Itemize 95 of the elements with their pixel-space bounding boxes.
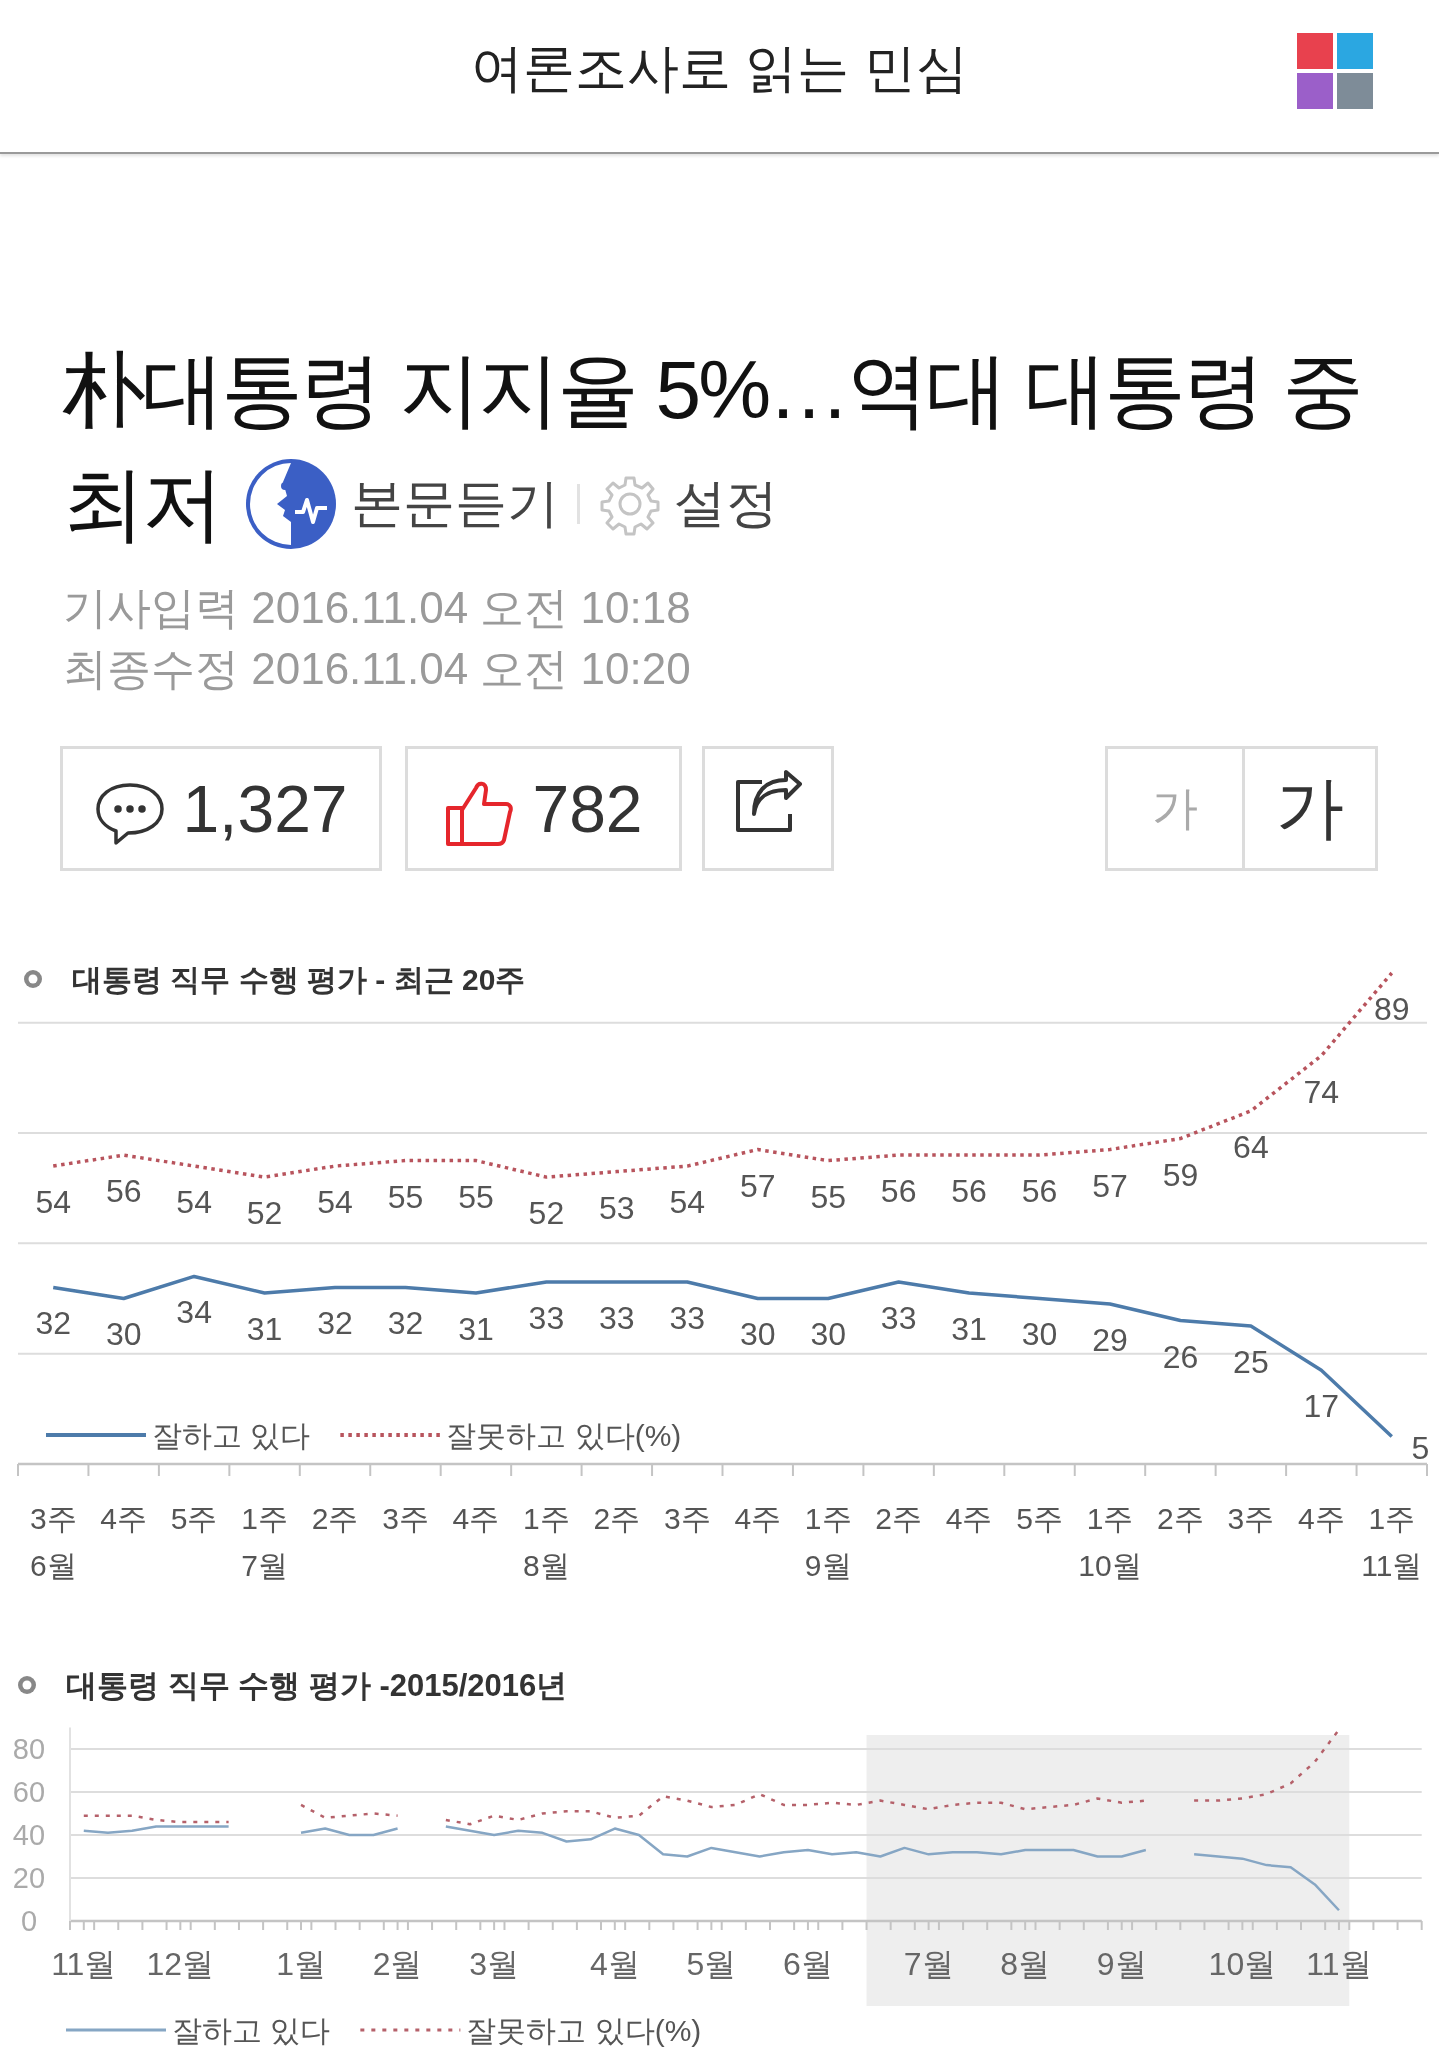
y-tick-label: 60 (12, 1776, 46, 1808)
x-tick-label: 1주 11월 (1361, 1501, 1423, 1582)
data-label: 56 (105, 1173, 142, 1210)
x-tick-label: 5월 (686, 1946, 737, 1982)
x-tick-label: 4주 (1297, 1501, 1345, 1535)
data-label: 33 (528, 1299, 565, 1336)
text: 782 (532, 770, 643, 847)
data-label: 30 (810, 1316, 846, 1353)
text: 기사입력 2016.11.04 오전 10:18 (63, 582, 691, 634)
data-label: 33 (880, 1299, 917, 1336)
data-label: 31 (951, 1310, 987, 1347)
data-label: 59 (1162, 1156, 1199, 1193)
x-tick-label: 1주 8월 (523, 1501, 570, 1582)
data-label: 57 (739, 1167, 776, 1204)
data-label: 57 (1092, 1167, 1128, 1204)
x-tick-label: 2주 (875, 1501, 922, 1535)
data-label: 54 (176, 1184, 212, 1221)
x-tick-label: 11월 (1306, 1946, 1372, 1982)
data-label: 56 (951, 1173, 987, 1210)
data-label: 52 (246, 1195, 283, 1232)
x-tick-label: 7월 (903, 1946, 954, 1982)
y-tick-label: 0 (20, 1905, 38, 1937)
data-label: 33 (669, 1299, 706, 1336)
data-label: 52 (528, 1195, 565, 1232)
y-tick-label: 20 (12, 1862, 46, 1894)
data-label: 56 (1021, 1173, 1058, 1210)
data-label: 54 (317, 1184, 353, 1221)
data-label: 29 (1092, 1322, 1128, 1359)
x-tick-label: 4주 (945, 1501, 993, 1535)
legend-label: 잘못하고 있다(%) (446, 1418, 682, 1452)
x-tick-label: 5주 (170, 1501, 218, 1535)
x-tick-label: 11월 (51, 1946, 117, 1982)
x-tick-label: 2주 (593, 1501, 641, 1535)
x-tick-label: 3주 (1227, 1501, 1275, 1535)
x-tick-label: 8월 (1000, 1946, 1051, 1982)
text: 朴대통령 지지율 5%…역대 대통령 중 (63, 343, 1361, 437)
data-label: 25 (1233, 1344, 1269, 1381)
legend-label: 잘하고 있다 (152, 1418, 311, 1452)
x-tick-label: 12월 (146, 1946, 215, 1982)
x-tick-label: 3주 (663, 1501, 711, 1535)
x-tick-label: 2월 (372, 1946, 423, 1982)
x-tick-label: 9월 (1096, 1946, 1147, 1982)
y-tick-label: 80 (12, 1733, 46, 1765)
data-label: 32 (387, 1305, 424, 1342)
data-label: 17 (1303, 1388, 1340, 1425)
data-label: 55 (387, 1178, 424, 1215)
data-label: 54 (669, 1184, 706, 1221)
text: 가 (1276, 768, 1344, 847)
text: 최종수정 2016.11.04 오전 10:20 (63, 643, 691, 695)
data-label: 54 (35, 1184, 72, 1221)
data-label: 31 (458, 1310, 494, 1347)
x-tick-label: 4주 (100, 1501, 148, 1535)
data-label: 30 (105, 1316, 142, 1353)
text: 최저 (63, 457, 221, 551)
text: 가 (1152, 780, 1198, 836)
x-tick-label: 3주 6월 (29, 1501, 77, 1582)
x-tick-label: 2주 (311, 1501, 359, 1535)
data-label: 56 (880, 1173, 917, 1210)
data-label: 34 (176, 1294, 212, 1331)
chart-title: 대통령 직무 수행 평가 - 최근 20주 (72, 962, 526, 996)
text: 여론조사로 읽는 민심 (470, 38, 969, 99)
x-tick-label: 10월 (1208, 1946, 1277, 1982)
data-label: 55 (458, 1178, 494, 1215)
data-label: 55 (810, 1178, 846, 1215)
x-tick-label: 6월 (783, 1946, 833, 1982)
data-label: 30 (739, 1316, 776, 1353)
x-tick-label: 4주 (452, 1501, 500, 1535)
x-tick-label: 3주 (382, 1501, 429, 1535)
y-tick-label: 40 (12, 1819, 46, 1851)
data-label: 33 (599, 1299, 635, 1336)
x-tick-label: 1주 7월 (241, 1501, 288, 1582)
text: 본문듣기 (351, 473, 559, 534)
data-label: 64 (1233, 1128, 1269, 1165)
x-tick-label: 2주 (1157, 1501, 1204, 1535)
data-label: 31 (246, 1310, 283, 1347)
data-label: 89 (1373, 991, 1410, 1027)
data-label: 53 (599, 1189, 635, 1226)
data-label: 26 (1162, 1338, 1199, 1375)
x-tick-label: 3월 (469, 1946, 520, 1982)
data-label: 74 (1303, 1073, 1340, 1110)
data-label: 30 (1021, 1316, 1058, 1353)
x-tick-label: 1주 10월 (1078, 1501, 1142, 1582)
data-label: 32 (317, 1305, 353, 1342)
x-tick-label: 5주 (1016, 1501, 1063, 1535)
x-tick-label: 4주 (734, 1501, 782, 1535)
text: 설정 (674, 473, 778, 534)
x-tick-label: 1주 9월 (804, 1501, 852, 1582)
x-tick-label: 4월 (589, 1946, 640, 1982)
text: 1,327 (182, 770, 348, 847)
legend-label: 잘못하고 있다(%) (466, 2013, 702, 2047)
data-label: 5 (1411, 1430, 1430, 1467)
x-tick-label: 1월 (276, 1946, 326, 1982)
legend-label: 잘하고 있다 (172, 2013, 331, 2047)
data-label: 32 (35, 1305, 72, 1342)
chart-title: 대통령 직무 수행 평가 -2015/2016년 (66, 1667, 568, 1703)
